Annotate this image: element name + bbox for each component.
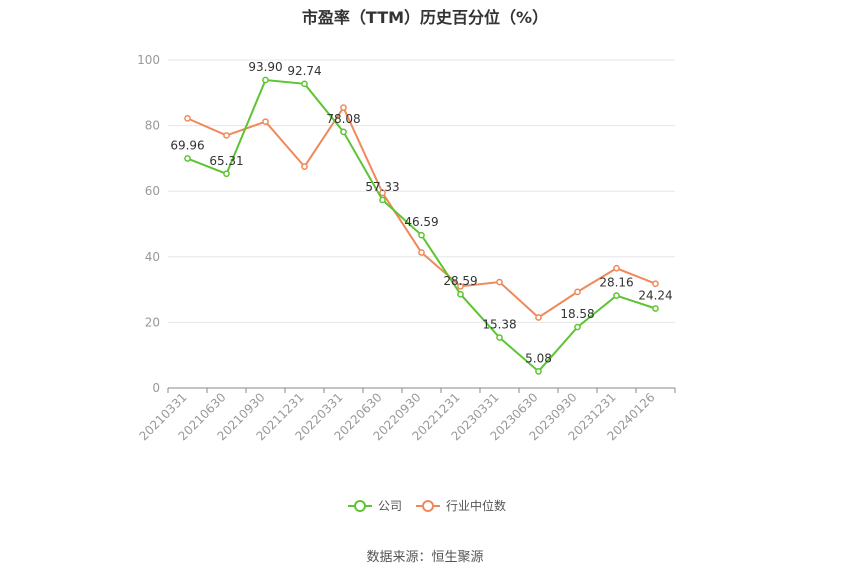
data-label: 15.38 <box>482 318 516 332</box>
company-data-point <box>379 196 386 204</box>
data-label: 65.31 <box>209 154 243 168</box>
data-label: 57.33 <box>365 180 399 194</box>
data-label: 92.74 <box>287 64 321 78</box>
grid-lines <box>168 59 675 323</box>
y-tick-label: 0 <box>152 381 160 395</box>
company-data-point <box>418 231 425 239</box>
industry-median-data-point <box>496 278 503 286</box>
y-tick-label: 100 <box>137 53 160 67</box>
data-labels: 69.96 65.31 93.90 92.74 78.08 57.33 46.59 28.59… <box>170 60 672 365</box>
y-tick-labels: 0 20 40 60 80 100 <box>137 53 160 395</box>
axes <box>167 387 676 393</box>
company-data-point <box>574 323 581 331</box>
legend-label: 行业中位数 <box>446 498 506 513</box>
industry-median-data-point <box>613 264 620 272</box>
data-label: 18.58 <box>560 307 594 321</box>
industry-median-data-point <box>301 163 308 170</box>
industry-median-data-point <box>223 132 230 139</box>
series <box>184 76 659 375</box>
data-label: 28.59 <box>443 274 477 288</box>
legend-marker <box>354 500 366 512</box>
data-label: 78.08 <box>326 112 360 126</box>
data-label: 69.96 <box>170 139 204 153</box>
company-data-point <box>535 367 542 375</box>
company-data-point <box>301 80 308 88</box>
industry-median-data-point <box>652 280 659 288</box>
data-label: 24.24 <box>638 288 672 302</box>
data-label: 46.59 <box>404 215 438 229</box>
company-data-point <box>184 155 191 162</box>
data-label: 28.16 <box>599 276 633 290</box>
x-tick-labels: 2021033120210630202109302021123120220331… <box>137 390 658 443</box>
company-data-point <box>613 292 620 299</box>
data-label: 93.90 <box>248 60 282 74</box>
company-data-point <box>652 305 659 312</box>
industry-median-data-point <box>457 282 464 290</box>
legend-marker <box>422 500 434 512</box>
legend: 公司 行业中位数 <box>348 498 506 513</box>
company-data-point <box>340 128 347 136</box>
industry-median-data-point <box>262 118 269 126</box>
industry-median-data-point <box>340 104 347 111</box>
industry-median-data-point <box>574 288 581 296</box>
data-label: 5.08 <box>525 351 552 365</box>
company-data-point <box>457 290 464 298</box>
company-data-point <box>262 76 269 84</box>
industry-median-series-line <box>187 105 656 319</box>
y-tick-label: 40 <box>145 250 160 264</box>
industry-median-data-point <box>184 115 191 122</box>
company-data-point <box>496 334 503 341</box>
data-source: 数据来源：恒生聚源 <box>366 550 484 565</box>
chart-title: 市盈率（TTM）历史百分位（%） <box>301 8 549 27</box>
industry-median-data-point <box>379 189 386 197</box>
company-data-point <box>223 170 230 178</box>
industry-median-data-point <box>535 314 542 321</box>
y-tick-label: 80 <box>145 119 160 133</box>
y-tick-label: 60 <box>145 184 160 198</box>
legend-label: 公司 <box>378 499 402 513</box>
y-tick-label: 20 <box>145 315 160 329</box>
industry-median-data-point <box>418 249 425 256</box>
